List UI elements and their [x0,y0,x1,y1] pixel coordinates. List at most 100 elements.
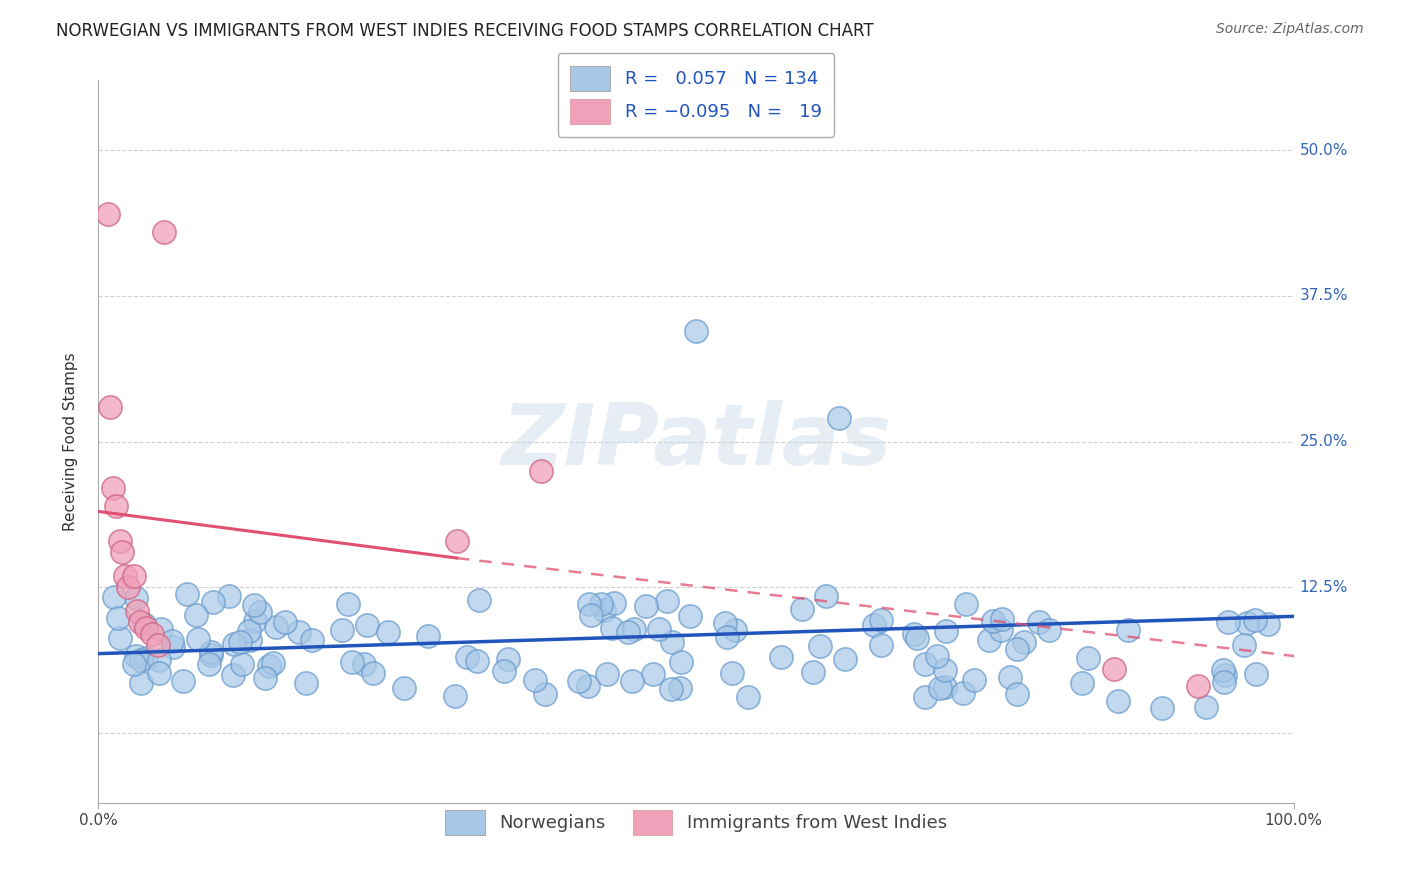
Point [392,681,415,695]
Point [581,607,603,622]
Point [231,657,253,671]
Point [568,673,591,688]
Point [124,568,146,582]
Point [1244,613,1267,627]
Point [105,499,128,513]
Point [141,627,163,641]
Point [721,666,744,681]
Point [148,639,170,653]
Text: 12.5%: 12.5% [1299,580,1348,595]
Point [242,598,264,612]
Point [603,597,626,611]
Point [187,632,209,647]
Point [828,411,851,425]
Point [737,690,759,705]
Point [716,631,738,645]
Point [1257,617,1279,632]
Point [1071,676,1094,690]
Point [162,640,184,655]
Point [914,657,936,671]
Point [148,665,170,680]
Point [1107,693,1129,707]
Point [301,632,323,647]
Point [623,622,645,636]
Point [591,597,613,611]
Text: 25.0%: 25.0% [1299,434,1348,449]
Point [724,623,747,637]
Point [991,612,1014,626]
Point [264,620,287,634]
Point [125,591,148,606]
Point [617,624,640,639]
Point [103,590,125,604]
Point [1005,642,1028,657]
Point [1246,666,1268,681]
Point [135,651,157,665]
Point [259,658,281,673]
Point [129,653,152,667]
Point [356,618,378,632]
Point [492,664,515,678]
Point [578,598,600,612]
Point [108,631,131,645]
Point [929,681,952,695]
Point [132,616,155,631]
Point [186,608,208,623]
Point [97,207,120,221]
Point [647,622,669,636]
Point [914,690,936,704]
Point [172,674,194,689]
Point [200,645,222,659]
Point [1212,663,1234,677]
Point [990,623,1012,637]
Point [815,589,838,603]
Point [869,638,891,652]
Point [530,464,553,478]
Point [228,635,250,649]
Point [98,400,122,414]
Point [238,624,260,639]
Point [593,603,616,617]
Point [122,657,145,671]
Point [245,614,267,628]
Point [274,615,297,629]
Point [377,624,399,639]
Point [907,632,929,646]
Point [249,605,271,619]
Text: Source: ZipAtlas.com: Source: ZipAtlas.com [1216,22,1364,37]
Point [981,614,1004,628]
Point [1218,615,1240,630]
Y-axis label: Receiving Food Stamps: Receiving Food Stamps [63,352,77,531]
Point [129,675,152,690]
Point [792,602,814,616]
Point [963,673,986,687]
Point [661,634,683,648]
Point [596,667,619,681]
Point [1195,700,1218,714]
Point [641,667,664,681]
Point [1077,650,1099,665]
Point [578,679,600,693]
Point [1104,662,1126,676]
Point [295,676,318,690]
Point [160,633,183,648]
Point [498,652,520,666]
Point [934,663,956,677]
Point [201,594,224,608]
Point [468,592,491,607]
Point [1014,635,1036,649]
Point [679,609,702,624]
Point [108,533,131,548]
Point [218,589,240,603]
Point [114,568,136,582]
Point [353,657,375,672]
Point [1118,623,1140,637]
Point [148,653,170,667]
Point [1000,670,1022,684]
Point [801,665,824,680]
Point [363,665,385,680]
Point [418,629,440,643]
Point [107,611,129,625]
Point [1213,668,1236,682]
Point [952,686,974,700]
